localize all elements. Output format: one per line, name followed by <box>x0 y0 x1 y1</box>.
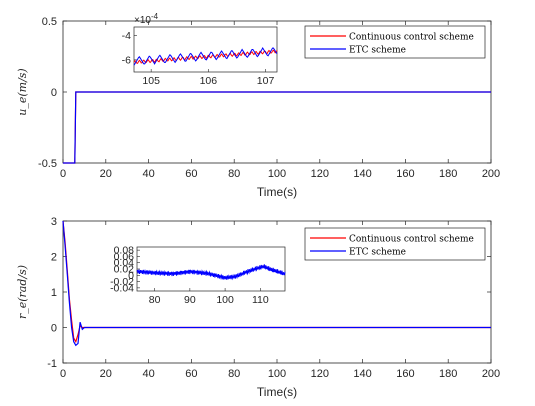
top-y-tick-label: -0.5 <box>38 158 57 170</box>
bottom-inset-x-tick-label: 110 <box>252 294 269 306</box>
bottom-legend-continuous-label: Continuous control scheme <box>349 235 474 245</box>
top-inset-y-tick-label: -6 <box>122 54 131 66</box>
top-inset-y-tick-label: -4 <box>122 30 131 42</box>
bottom-series-etc-line <box>62 220 491 347</box>
bottom-x-tick-label: 140 <box>353 368 371 380</box>
bottom-legend-etc-label: ETC scheme <box>349 248 406 258</box>
bottom-inset-y-tick-label: 0.04 <box>114 257 135 269</box>
bottom-x-tick-label: 100 <box>268 368 286 380</box>
top-legend-etc-label: ETC scheme <box>349 46 406 56</box>
bottom-x-tick-label: 0 <box>60 368 66 380</box>
top-inset: ×10-4 105 106 107 -4 -6 <box>122 12 278 87</box>
top-y-tick-label: 0 <box>51 87 57 99</box>
bottom-legend: Continuous control scheme ETC scheme <box>304 227 486 261</box>
top-inset-exponent: ×10-4 <box>134 12 159 26</box>
top-x-tick-label: 140 <box>353 168 371 180</box>
bottom-x-tick-label: 160 <box>396 368 414 380</box>
bottom-x-tick-label: 200 <box>482 368 500 380</box>
top-inset-area <box>133 26 278 73</box>
top-x-tick-label: 120 <box>311 168 329 180</box>
top-legend-continuous-label: Continuous control scheme <box>349 33 474 43</box>
bottom-inset-x-tick-label: 90 <box>184 294 196 306</box>
bottom-x-axis-label: Time(s) <box>257 385 297 399</box>
bottom-x-tick-label: 80 <box>228 368 240 380</box>
bottom-inset-y-tick-label: 0.02 <box>114 264 135 276</box>
bottom-y-tick-label: 0 <box>51 323 57 335</box>
bottom-inset-series-etc-line <box>136 264 286 281</box>
bottom-x-tick-label: 20 <box>100 368 112 380</box>
top-inset-series-etc-line <box>133 47 278 66</box>
top-inset-series-continuous-line <box>133 49 278 64</box>
bottom-y-tick-label: 2 <box>51 252 57 264</box>
bottom-y-axis-label: r_e(rad/s) <box>16 265 29 319</box>
bottom-inset-y-tick-label: 0 <box>128 270 134 282</box>
top-x-tick-label: 0 <box>60 168 66 180</box>
top-x-tick-label: 160 <box>396 168 414 180</box>
bottom-inset-x-tick-label: 80 <box>149 294 161 306</box>
top-x-tick-label: 20 <box>100 168 112 180</box>
top-series-etc-line <box>63 91 491 164</box>
top-inset-x-tick-label: 105 <box>142 75 160 87</box>
top-x-tick-label: 60 <box>185 168 197 180</box>
bottom-x-tick-label: 60 <box>185 368 197 380</box>
top-inset-x-tick-label: 106 <box>200 75 218 87</box>
top-x-tick-label: 100 <box>268 168 286 180</box>
top-x-tick-label: 200 <box>482 168 500 180</box>
bottom-x-tick-label: 40 <box>142 368 154 380</box>
bottom-inset-x-tick-label: 100 <box>216 294 234 306</box>
bottom-inset-y-tick-label: 0.06 <box>114 251 135 263</box>
top-x-axis-label: Time(s) <box>257 185 297 199</box>
top-y-tick-label: 0.5 <box>42 16 57 28</box>
top-legend: Continuous control scheme ETC scheme <box>304 25 486 59</box>
bottom-y-tick-label: -1 <box>47 358 57 370</box>
bottom-inset: 80 90 100 110 0.080.060.040.020-0.02-0.04 <box>110 245 286 306</box>
bottom-inset-y-tick-label: -0.04 <box>110 282 134 294</box>
bottom-y-tick-label: 3 <box>51 216 57 228</box>
top-x-tick-label: 180 <box>439 168 457 180</box>
bottom-inset-y-tick-label: 0.08 <box>114 245 135 257</box>
bottom-y-tick-label: 1 <box>51 287 57 299</box>
bottom-x-tick-label: 180 <box>439 368 457 380</box>
top-x-tick-label: 40 <box>142 168 154 180</box>
top-inset-x-tick-label: 107 <box>257 75 275 87</box>
top-x-tick-label: 80 <box>228 168 240 180</box>
bottom-inset-area <box>136 246 286 292</box>
bottom-inset-y-tick-label: -0.02 <box>110 276 134 288</box>
top-y-axis-label: u_e(m/s) <box>16 68 29 115</box>
bottom-x-tick-label: 120 <box>311 368 329 380</box>
